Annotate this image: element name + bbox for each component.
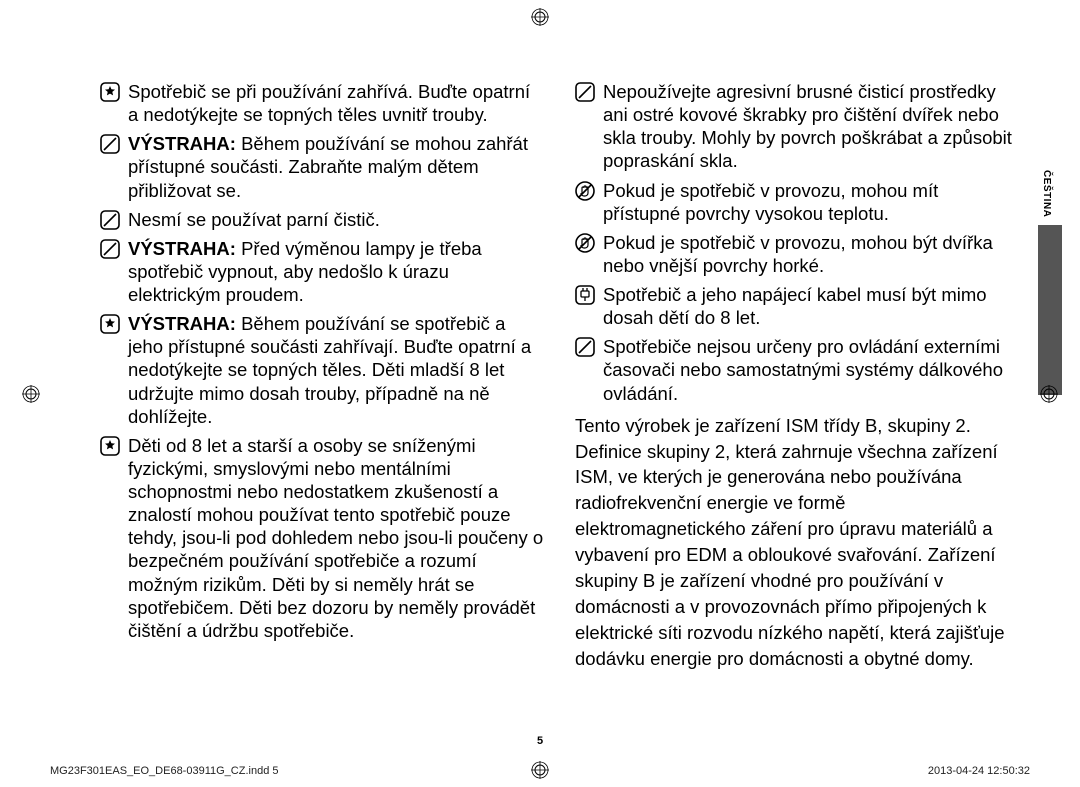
language-tab-label: ČEŠTINA <box>1041 170 1052 217</box>
instruction-text: VÝSTRAHA: Před výměnou lampy je třeba sp… <box>128 237 545 306</box>
star-box-icon <box>100 314 120 334</box>
instruction-item: Pokud je spotřebič v provozu, mohou být … <box>575 231 1020 277</box>
registration-mark-top <box>531 8 549 26</box>
left-column: Spotřebič se při používání zahřívá. Buďt… <box>100 80 545 672</box>
instruction-text: Děti od 8 let a starší a osoby se snížen… <box>128 434 545 642</box>
instruction-text: Nepoužívejte agresivní brusné čisticí pr… <box>603 80 1020 173</box>
instruction-item: Spotřebiče nejsou určeny pro ovládání ex… <box>575 335 1020 404</box>
language-tab-bar <box>1038 225 1062 395</box>
no-box-icon <box>100 134 120 154</box>
no-box-icon <box>100 210 120 230</box>
registration-mark-right <box>1040 385 1058 403</box>
instruction-item: Nesmí se používat parní čistič. <box>100 208 545 231</box>
hand-no-icon <box>575 181 595 201</box>
instruction-text: Nesmí se používat parní čistič. <box>128 208 545 231</box>
star-box-icon <box>100 436 120 456</box>
instruction-text: Spotřebič a jeho napájecí kabel musí být… <box>603 283 1020 329</box>
warning-label: VÝSTRAHA: <box>128 133 241 154</box>
instruction-item: Děti od 8 let a starší a osoby se snížen… <box>100 434 545 642</box>
instruction-item: VÝSTRAHA: Během používání se mohou zahřá… <box>100 132 545 201</box>
instruction-text: VÝSTRAHA: Během používání se mohou zahřá… <box>128 132 545 201</box>
manual-page: Spotřebič se při používání zahřívá. Buďt… <box>0 0 1080 787</box>
two-column-layout: Spotřebič se při používání zahřívá. Buďt… <box>100 80 1020 672</box>
instruction-item: VÝSTRAHA: Před výměnou lampy je třeba sp… <box>100 237 545 306</box>
instruction-text: Spotřebič se při používání zahřívá. Buďt… <box>128 80 545 126</box>
body-paragraph: Tento výrobek je zařízení ISM třídy B, s… <box>575 413 1020 672</box>
instruction-text: VÝSTRAHA: Během používání se spotřebič a… <box>128 312 545 428</box>
instruction-item: Spotřebič a jeho napájecí kabel musí být… <box>575 283 1020 329</box>
no-box-icon <box>575 337 595 357</box>
registration-mark-left <box>22 385 40 403</box>
warning-label: VÝSTRAHA: <box>128 313 241 334</box>
page-number: 5 <box>537 735 543 747</box>
instruction-item: Spotřebič se při používání zahřívá. Buďt… <box>100 80 545 126</box>
right-column: Nepoužívejte agresivní brusné čisticí pr… <box>575 80 1020 672</box>
instruction-text: Pokud je spotřebič v provozu, mohou mít … <box>603 179 1020 225</box>
footer-timestamp: 2013-04-24 12:50:32 <box>928 765 1030 777</box>
no-box-icon <box>100 239 120 259</box>
plug-box-icon <box>575 285 595 305</box>
instruction-item: Pokud je spotřebič v provozu, mohou mít … <box>575 179 1020 225</box>
instruction-text: Pokud je spotřebič v provozu, mohou být … <box>603 231 1020 277</box>
hand-no-icon <box>575 233 595 253</box>
instruction-item: VÝSTRAHA: Během používání se spotřebič a… <box>100 312 545 428</box>
instruction-text: Spotřebiče nejsou určeny pro ovládání ex… <box>603 335 1020 404</box>
warning-label: VÝSTRAHA: <box>128 238 241 259</box>
registration-mark-bottom <box>531 761 549 779</box>
no-box-icon <box>575 82 595 102</box>
footer-file-path: MG23F301EAS_EO_DE68-03911G_CZ.indd 5 <box>50 765 278 777</box>
star-box-icon <box>100 82 120 102</box>
instruction-item: Nepoužívejte agresivní brusné čisticí pr… <box>575 80 1020 173</box>
